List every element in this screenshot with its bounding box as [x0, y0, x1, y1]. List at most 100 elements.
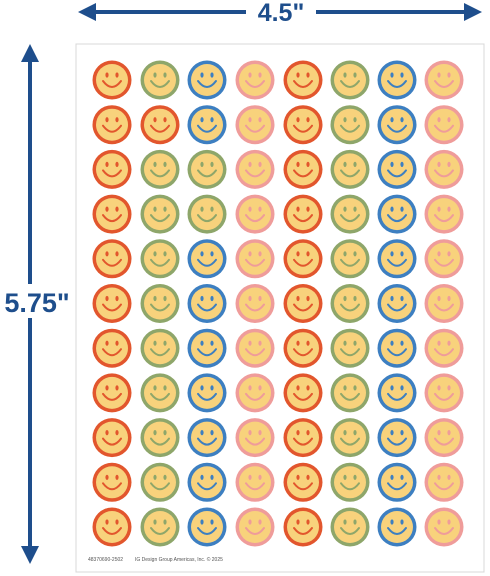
smile: [150, 348, 170, 357]
smiley-sticker: [140, 284, 180, 323]
sticker-face: [428, 466, 460, 499]
smile: [340, 482, 360, 491]
smiley-sticker: [92, 194, 132, 234]
eye: [353, 519, 357, 525]
eye: [258, 385, 262, 391]
eye: [343, 385, 347, 391]
smiley-sticker: [92, 373, 132, 413]
height-arrow: 5.75": [0, 44, 74, 564]
sticker-face: [381, 511, 413, 543]
sticker-face: [381, 242, 413, 275]
eye: [343, 474, 347, 480]
eye: [200, 519, 204, 525]
eye: [258, 295, 262, 302]
sticker-face: [381, 198, 413, 231]
eye: [343, 251, 347, 257]
smile: [293, 527, 313, 535]
sticker-face: [191, 242, 223, 275]
eye: [343, 72, 347, 78]
sticker-face: [144, 153, 176, 186]
smile: [293, 392, 313, 401]
eye: [210, 117, 214, 123]
smiley-sticker: [92, 105, 132, 145]
eye: [437, 430, 441, 436]
smile: [434, 303, 454, 312]
smile: [340, 80, 360, 88]
smiley-sticker: [140, 105, 180, 145]
eye: [115, 251, 119, 257]
eye: [248, 430, 252, 436]
smile: [150, 214, 170, 223]
sticker-face: [381, 108, 413, 141]
smile: [245, 527, 265, 535]
eye: [437, 161, 441, 167]
smile: [197, 303, 217, 312]
smiley-sticker: [330, 507, 370, 547]
sticker-face: [239, 287, 271, 320]
sticker-face: [428, 108, 460, 141]
smile: [293, 80, 313, 88]
smiley-sticker: [235, 194, 275, 234]
smiley-sticker: [283, 507, 323, 547]
eye: [343, 519, 347, 525]
smiley-sticker: [377, 284, 417, 323]
sticker-face: [381, 376, 413, 409]
smile: [245, 80, 265, 88]
sticker-face: [239, 108, 271, 141]
eye: [447, 206, 451, 212]
eye: [296, 206, 300, 212]
eye: [153, 251, 157, 257]
smile: [340, 214, 360, 223]
eye: [163, 340, 167, 346]
eye: [306, 474, 310, 480]
smiley-sticker: [92, 149, 132, 189]
smiley-sticker: [424, 418, 464, 458]
eye: [105, 474, 109, 480]
eye: [105, 340, 109, 346]
eye: [306, 295, 310, 302]
sticker-face: [239, 153, 271, 186]
eye: [343, 117, 347, 123]
smile: [387, 482, 407, 491]
smiley-sticker: [424, 373, 464, 413]
smile: [340, 169, 360, 178]
eye: [153, 385, 157, 391]
eye: [306, 519, 310, 525]
eye: [200, 340, 204, 346]
eye: [105, 206, 109, 212]
smiley-sticker: [92, 239, 132, 279]
smile: [340, 258, 360, 267]
sticker-face: [287, 421, 319, 454]
smile: [102, 527, 122, 535]
smiley-sticker: [330, 149, 370, 189]
smile: [150, 437, 170, 446]
sticker-face: [428, 198, 460, 231]
smiley-sticker: [283, 462, 323, 502]
smile: [387, 437, 407, 446]
sticker-face: [96, 153, 128, 186]
eye: [390, 385, 394, 391]
eye: [390, 117, 394, 123]
sticker-face: [428, 511, 460, 543]
smile: [197, 348, 217, 357]
eye: [248, 340, 252, 346]
smile: [102, 437, 122, 446]
sticker-face: [428, 287, 460, 320]
copyright: IG Design Group Americas, Inc. © 2025: [135, 556, 223, 563]
smile: [102, 169, 122, 178]
eye: [200, 474, 204, 480]
smiley-sticker: [235, 239, 275, 279]
eye: [437, 519, 441, 525]
eye: [437, 385, 441, 391]
eye: [258, 206, 262, 212]
smile: [102, 80, 122, 88]
eye: [447, 117, 451, 123]
smiley-sticker: [235, 284, 275, 323]
smiley-sticker: [424, 328, 464, 368]
eye: [105, 519, 109, 525]
eye: [248, 72, 252, 78]
smiley-sticker: [330, 60, 370, 100]
sticker-grid: [92, 60, 464, 547]
smile: [197, 169, 217, 178]
eye: [105, 117, 109, 123]
